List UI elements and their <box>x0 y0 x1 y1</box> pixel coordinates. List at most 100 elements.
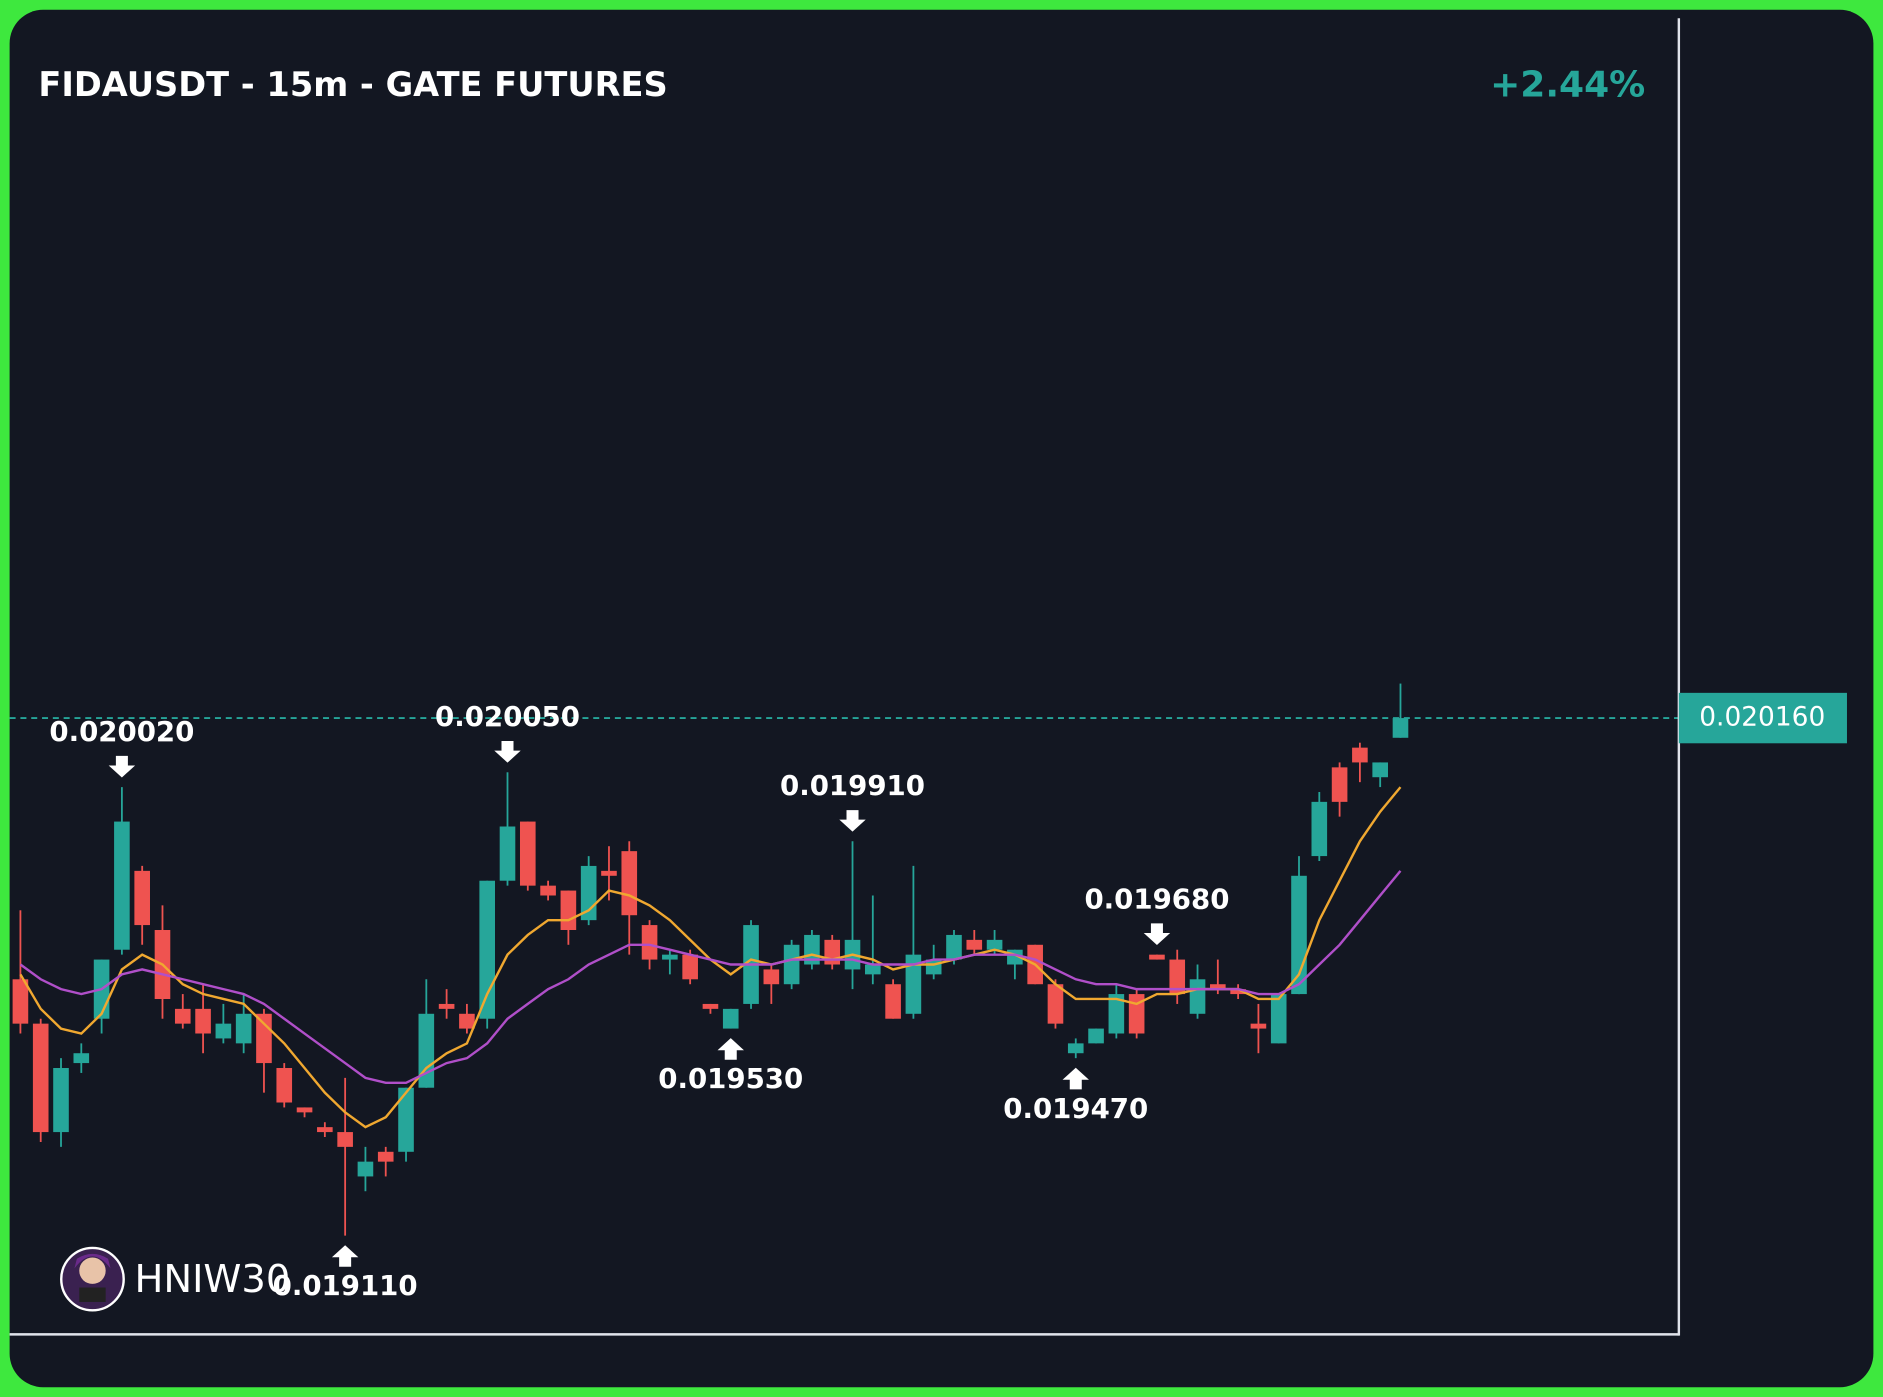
candle <box>296 1107 313 1118</box>
change-label: +2.44% <box>1490 65 1645 106</box>
candle-body <box>783 944 800 985</box>
candle-body <box>1331 767 1348 802</box>
annotation-label: 0.019910 <box>780 769 925 802</box>
candle-body <box>1047 984 1064 1024</box>
candle-body <box>1067 1043 1084 1054</box>
candle <box>1372 762 1388 788</box>
candle-body <box>73 1053 90 1064</box>
candle-body <box>235 1013 252 1044</box>
candle-body <box>499 826 516 881</box>
annotation-label: 0.019110 <box>273 1269 418 1302</box>
candle <box>1088 1028 1104 1044</box>
candle-body <box>722 1008 739 1029</box>
watermark: HNIW30 <box>135 1257 291 1302</box>
candle-body <box>1189 979 1206 1014</box>
candle-body <box>966 939 983 950</box>
candle-body <box>885 984 901 1019</box>
candle-body <box>1291 875 1307 995</box>
candle <box>438 989 455 1019</box>
candle <box>499 772 516 886</box>
candle <box>885 979 901 1019</box>
candle-body <box>134 870 150 926</box>
annotation-arrow <box>331 1245 359 1267</box>
watermark-avatar <box>60 1246 125 1312</box>
candle <box>73 1043 90 1073</box>
candle-body <box>986 939 1003 950</box>
candle <box>459 1003 475 1034</box>
candle-body <box>946 934 962 960</box>
candle-body <box>662 954 678 960</box>
candle-body <box>641 925 658 960</box>
last-price-tag <box>1678 692 1847 744</box>
candle <box>114 787 130 955</box>
candle-body <box>621 851 638 916</box>
candle <box>317 1122 333 1138</box>
candle <box>1230 984 1246 1000</box>
annotation-label: 0.020050 <box>435 700 580 733</box>
candle <box>357 1146 374 1192</box>
candle <box>540 880 556 901</box>
candle <box>804 930 820 970</box>
candle-body <box>1169 959 1186 995</box>
candle-body <box>32 1023 49 1133</box>
annotation-arrow <box>1062 1067 1089 1090</box>
candle-body <box>702 1003 719 1009</box>
candle-body <box>1352 747 1368 763</box>
candle <box>1047 979 1064 1029</box>
candle-body <box>1230 989 1246 995</box>
candle-body <box>601 870 617 876</box>
candle-body <box>256 1013 272 1064</box>
annotation-label: 0.020020 <box>49 715 194 748</box>
candle <box>1270 994 1287 1044</box>
candle <box>53 1058 69 1147</box>
candle <box>1149 954 1165 960</box>
candle <box>12 910 29 1034</box>
candle-body <box>337 1132 353 1147</box>
candle <box>1067 1038 1084 1059</box>
candle-body <box>763 969 780 985</box>
candle <box>905 865 922 1019</box>
ma-line <box>19 870 1402 1084</box>
candle-body <box>865 964 881 975</box>
candle-body <box>1270 994 1287 1044</box>
candle-body <box>296 1107 313 1113</box>
candle-body <box>1392 718 1409 738</box>
candle-body <box>1372 762 1388 778</box>
candle-body <box>377 1151 394 1162</box>
candle <box>215 1003 232 1044</box>
candle-body <box>438 1003 455 1009</box>
last-price-label: 0.020160 <box>1699 702 1825 733</box>
candle <box>824 934 841 970</box>
candle <box>276 1063 293 1108</box>
candle <box>1128 989 1145 1039</box>
candle <box>1108 984 1125 1039</box>
candle <box>519 821 536 891</box>
candle <box>865 895 881 985</box>
candle-body <box>519 821 536 886</box>
candle-body <box>317 1127 333 1133</box>
candle <box>134 865 150 945</box>
candle-body <box>357 1161 374 1177</box>
candle <box>783 939 800 990</box>
candle <box>662 949 678 975</box>
candle <box>174 994 191 1029</box>
candle <box>722 1008 739 1029</box>
candle <box>763 964 780 1004</box>
candle <box>1331 762 1348 817</box>
candle-body <box>215 1023 232 1039</box>
candle <box>398 1087 414 1162</box>
candle-body <box>459 1013 475 1029</box>
candle-body <box>276 1068 293 1103</box>
candle <box>377 1146 394 1177</box>
candle-body <box>1149 954 1165 960</box>
candle-body <box>1210 984 1226 990</box>
chart-background <box>9 9 1874 1388</box>
candle-body <box>479 880 496 1019</box>
candle <box>32 1018 49 1142</box>
annotation-label: 0.019530 <box>658 1062 803 1095</box>
annotation-label: 0.019470 <box>1003 1092 1148 1125</box>
candle-body <box>12 979 29 1024</box>
annotation-arrow <box>1143 923 1171 946</box>
